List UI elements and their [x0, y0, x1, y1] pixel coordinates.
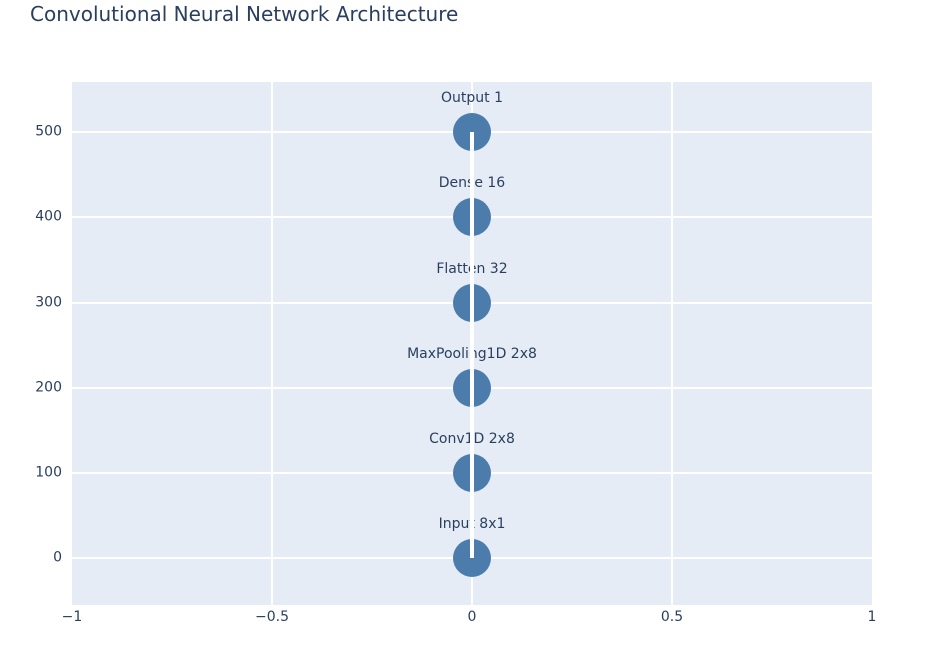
y-tick-label: 400 [35, 208, 62, 225]
point-label: Output 1 [441, 90, 503, 107]
x-tick-label: −1 [61, 609, 83, 625]
x-tick-label: −0.5 [255, 609, 289, 625]
x-tick-label: 0.5 [660, 609, 684, 625]
y-tick-label: 300 [35, 294, 62, 311]
x-tick-label: 1 [867, 609, 877, 625]
chart-title: Convolutional Neural Network Architectur… [30, 2, 459, 26]
y-tick-label: 0 [53, 549, 62, 566]
y-tick-label: 200 [35, 379, 62, 396]
y-tick-label: 100 [35, 464, 62, 481]
x-gridline [271, 82, 273, 605]
layer-connector-line [470, 132, 474, 559]
x-tick-label: 0 [467, 609, 477, 625]
y-tick-label: 500 [35, 123, 62, 140]
x-gridline [671, 82, 673, 605]
plot-area: Input 8x1 Conv1D 2x8 MaxPooling1D 2x8 Flatt… [72, 82, 872, 605]
